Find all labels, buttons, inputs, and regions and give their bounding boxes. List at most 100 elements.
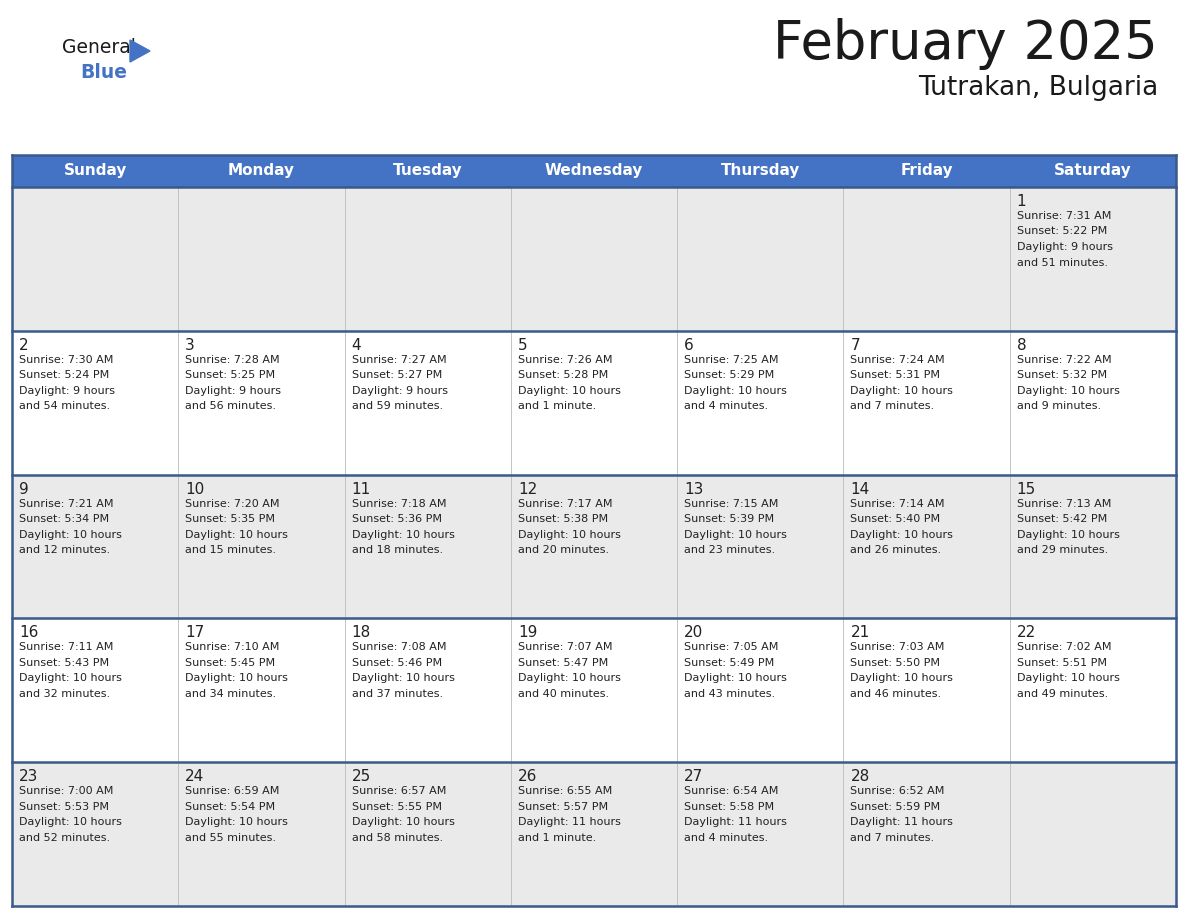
Text: Daylight: 9 hours: Daylight: 9 hours [1017,242,1113,252]
Text: and 1 minute.: and 1 minute. [518,401,596,411]
Text: Sunset: 5:49 PM: Sunset: 5:49 PM [684,658,775,668]
Text: Wednesday: Wednesday [545,163,643,178]
Text: and 18 minutes.: and 18 minutes. [352,545,443,555]
Text: Daylight: 9 hours: Daylight: 9 hours [352,386,448,396]
Text: 26: 26 [518,769,537,784]
Text: 11: 11 [352,482,371,497]
Text: Sunset: 5:28 PM: Sunset: 5:28 PM [518,370,608,380]
Polygon shape [129,40,150,62]
Text: and 49 minutes.: and 49 minutes. [1017,688,1108,699]
Text: Sunset: 5:54 PM: Sunset: 5:54 PM [185,801,276,812]
Text: Sunset: 5:47 PM: Sunset: 5:47 PM [518,658,608,668]
Text: Sunset: 5:36 PM: Sunset: 5:36 PM [352,514,442,524]
Text: Sunset: 5:34 PM: Sunset: 5:34 PM [19,514,109,524]
Text: Sunset: 5:22 PM: Sunset: 5:22 PM [1017,227,1107,237]
Text: 12: 12 [518,482,537,497]
Text: 14: 14 [851,482,870,497]
Text: 16: 16 [19,625,38,641]
Text: and 59 minutes.: and 59 minutes. [352,401,443,411]
Text: and 7 minutes.: and 7 minutes. [851,833,935,843]
Text: Tutrakan, Bulgaria: Tutrakan, Bulgaria [918,75,1158,101]
Text: Daylight: 10 hours: Daylight: 10 hours [851,386,953,396]
Text: and 7 minutes.: and 7 minutes. [851,401,935,411]
Text: Sunset: 5:50 PM: Sunset: 5:50 PM [851,658,941,668]
Bar [12,155,1176,187]
Text: Daylight: 10 hours: Daylight: 10 hours [19,674,122,683]
Text: Daylight: 10 hours: Daylight: 10 hours [684,674,786,683]
Text: Sunrise: 6:59 AM: Sunrise: 6:59 AM [185,786,279,796]
Text: 18: 18 [352,625,371,641]
Text: and 29 minutes.: and 29 minutes. [1017,545,1108,555]
Text: 27: 27 [684,769,703,784]
Text: Daylight: 10 hours: Daylight: 10 hours [1017,674,1119,683]
Text: Sunset: 5:32 PM: Sunset: 5:32 PM [1017,370,1107,380]
Text: Sunrise: 7:14 AM: Sunrise: 7:14 AM [851,498,944,509]
Text: Daylight: 10 hours: Daylight: 10 hours [352,530,455,540]
Text: Daylight: 10 hours: Daylight: 10 hours [19,817,122,827]
Bar [12,475,1176,619]
Text: and 32 minutes.: and 32 minutes. [19,688,110,699]
Text: Sunrise: 7:13 AM: Sunrise: 7:13 AM [1017,498,1111,509]
Text: Sunset: 5:55 PM: Sunset: 5:55 PM [352,801,442,812]
Text: Sunset: 5:45 PM: Sunset: 5:45 PM [185,658,276,668]
Text: and 23 minutes.: and 23 minutes. [684,545,776,555]
Text: 3: 3 [185,338,195,353]
Text: 28: 28 [851,769,870,784]
Text: Sunset: 5:59 PM: Sunset: 5:59 PM [851,801,941,812]
Text: Daylight: 10 hours: Daylight: 10 hours [352,674,455,683]
Text: Sunset: 5:24 PM: Sunset: 5:24 PM [19,370,109,380]
Text: Daylight: 10 hours: Daylight: 10 hours [851,674,953,683]
Text: and 54 minutes.: and 54 minutes. [19,401,110,411]
Text: 9: 9 [19,482,29,497]
Text: Daylight: 10 hours: Daylight: 10 hours [684,386,786,396]
Text: 19: 19 [518,625,537,641]
Text: Sunrise: 7:18 AM: Sunrise: 7:18 AM [352,498,446,509]
Text: Sunset: 5:27 PM: Sunset: 5:27 PM [352,370,442,380]
Text: Sunrise: 7:02 AM: Sunrise: 7:02 AM [1017,643,1111,653]
Text: and 15 minutes.: and 15 minutes. [185,545,277,555]
Text: Sunset: 5:29 PM: Sunset: 5:29 PM [684,370,775,380]
Text: 7: 7 [851,338,860,353]
Text: Saturday: Saturday [1054,163,1132,178]
Text: Daylight: 10 hours: Daylight: 10 hours [518,530,621,540]
Text: Sunset: 5:35 PM: Sunset: 5:35 PM [185,514,276,524]
Text: and 20 minutes.: and 20 minutes. [518,545,609,555]
Bar [12,187,1176,330]
Text: Sunrise: 7:07 AM: Sunrise: 7:07 AM [518,643,612,653]
Text: Daylight: 10 hours: Daylight: 10 hours [185,530,289,540]
Text: Sunrise: 7:10 AM: Sunrise: 7:10 AM [185,643,279,653]
Text: 15: 15 [1017,482,1036,497]
Text: Sunrise: 7:25 AM: Sunrise: 7:25 AM [684,354,778,364]
Bar [12,330,1176,475]
Text: Sunrise: 7:31 AM: Sunrise: 7:31 AM [1017,211,1111,221]
Text: and 55 minutes.: and 55 minutes. [185,833,277,843]
Text: Daylight: 10 hours: Daylight: 10 hours [185,817,289,827]
Text: Daylight: 10 hours: Daylight: 10 hours [185,674,289,683]
Text: February 2025: February 2025 [773,18,1158,70]
Text: Daylight: 11 hours: Daylight: 11 hours [851,817,953,827]
Text: Sunset: 5:53 PM: Sunset: 5:53 PM [19,801,109,812]
Text: Sunset: 5:25 PM: Sunset: 5:25 PM [185,370,276,380]
Text: Blue: Blue [80,63,127,82]
Text: Sunset: 5:31 PM: Sunset: 5:31 PM [851,370,941,380]
Text: and 40 minutes.: and 40 minutes. [518,688,609,699]
Text: Sunrise: 6:57 AM: Sunrise: 6:57 AM [352,786,446,796]
Text: 25: 25 [352,769,371,784]
Text: Sunrise: 7:28 AM: Sunrise: 7:28 AM [185,354,280,364]
Text: 5: 5 [518,338,527,353]
Text: Sunset: 5:39 PM: Sunset: 5:39 PM [684,514,775,524]
Text: and 37 minutes.: and 37 minutes. [352,688,443,699]
Text: 22: 22 [1017,625,1036,641]
Text: Friday: Friday [901,163,953,178]
Text: Daylight: 10 hours: Daylight: 10 hours [684,530,786,540]
Text: 13: 13 [684,482,703,497]
Text: Sunset: 5:57 PM: Sunset: 5:57 PM [518,801,608,812]
Text: Daylight: 9 hours: Daylight: 9 hours [19,386,115,396]
Text: and 9 minutes.: and 9 minutes. [1017,401,1101,411]
Text: Daylight: 11 hours: Daylight: 11 hours [518,817,621,827]
Text: Sunset: 5:38 PM: Sunset: 5:38 PM [518,514,608,524]
Text: and 34 minutes.: and 34 minutes. [185,688,277,699]
Text: General: General [62,38,135,57]
Text: Sunset: 5:40 PM: Sunset: 5:40 PM [851,514,941,524]
Text: Sunrise: 7:21 AM: Sunrise: 7:21 AM [19,498,114,509]
